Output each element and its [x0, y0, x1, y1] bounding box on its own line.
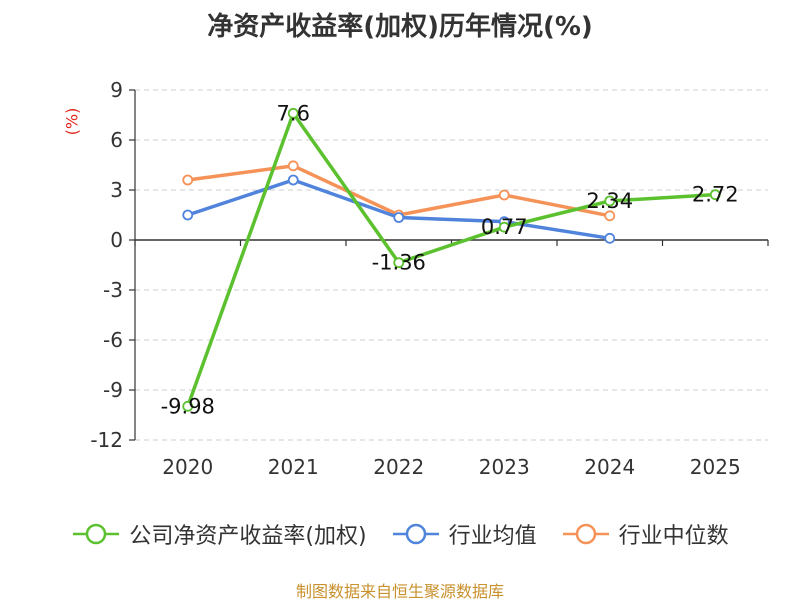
data-point [182, 174, 194, 186]
y-tick-label: 3 [110, 178, 123, 202]
legend-swatch-marker [575, 523, 596, 545]
data-point [498, 189, 510, 201]
data-source-note: 制图数据来自恒生聚源数据库 [295, 582, 504, 601]
data-label: -9.98 [161, 394, 215, 418]
x-tick-labels: 2020 2021 2022 2023 2024 2025 [162, 455, 740, 479]
y-tick-label: -9 [103, 378, 123, 402]
x-tick-label: 2022 [373, 455, 424, 479]
data-point [287, 174, 299, 186]
data-label: 2.72 [692, 183, 739, 207]
legend-item[interactable]: 行业均值 [391, 518, 537, 550]
chart-title: 净资产收益率(加权)历年情况(%) [207, 12, 593, 42]
data-label: 7.6 [277, 101, 310, 125]
grid-lines [135, 89, 768, 441]
data-point [604, 195, 616, 207]
data-point [393, 212, 405, 223]
legend-label: 行业均值 [448, 524, 537, 549]
y-tick-labels: 9 6 3 0 -3 -6 -9 -12 [90, 78, 123, 452]
data-label: 0.77 [481, 215, 528, 239]
data-point [393, 257, 405, 269]
y-tick-label: 6 [110, 128, 123, 152]
legend-item[interactable]: 公司净资产收益率(加权) [71, 518, 367, 550]
data-point [604, 210, 616, 222]
data-labels: -9.98 7.6 -1.36 0.77 2.34 2.72 [161, 101, 739, 418]
data-point [498, 221, 510, 233]
series-line [186, 164, 612, 218]
x-tick-label: 2021 [268, 455, 319, 479]
data-point [604, 232, 616, 244]
data-point [709, 189, 721, 201]
axes [129, 89, 769, 441]
x-tick-label: 2020 [162, 455, 213, 479]
y-tick-label: -6 [103, 328, 123, 352]
data-label: 2.34 [586, 189, 633, 213]
series-line [186, 111, 717, 409]
x-tick-label: 2024 [584, 455, 635, 479]
legend-swatch [392, 523, 439, 545]
legend-swatch [73, 523, 120, 545]
series-lines [182, 107, 721, 412]
y-tick-label: -3 [103, 278, 123, 302]
y-tick-label: 9 [110, 78, 123, 102]
x-tick-label: 2023 [479, 455, 530, 479]
legend-swatch-marker [405, 523, 426, 545]
legend-item[interactable]: 行业中位数 [561, 518, 729, 550]
data-point [182, 400, 194, 412]
legend: 公司净资产收益率(加权) 行业均值 行业中位数 [0, 518, 800, 550]
data-point [182, 209, 194, 221]
data-point [287, 160, 299, 172]
y-tick-label: 0 [110, 228, 123, 252]
legend-label: 公司净资产收益率(加权) [129, 524, 367, 549]
data-label: -1.36 [372, 251, 426, 275]
y-tick-label: -12 [90, 428, 123, 452]
legend-swatch [562, 523, 609, 545]
x-tick-label: 2025 [690, 455, 741, 479]
data-point [287, 107, 299, 119]
legend-label: 行业中位数 [618, 524, 729, 549]
legend-swatch-marker [86, 523, 107, 545]
